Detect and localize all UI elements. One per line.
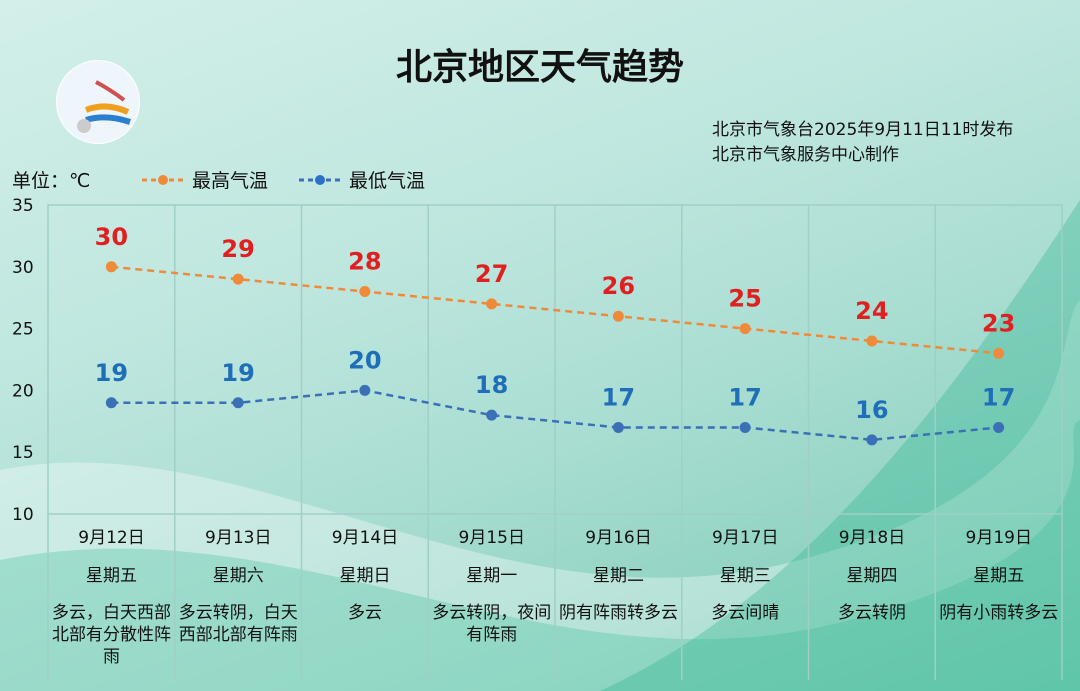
- data-point: [612, 421, 624, 433]
- data-point: [486, 298, 498, 310]
- weather-label: 阴有小雨转多云: [939, 603, 1059, 623]
- data-label: 28: [348, 248, 381, 276]
- legend-item-low: 最低气温: [297, 166, 425, 193]
- page-title: 北京地区天气趋势: [395, 47, 684, 88]
- weekday-label: 星期五: [973, 566, 1025, 586]
- data-point: [105, 397, 117, 409]
- data-point: [612, 310, 624, 322]
- y-tick-label: 10: [12, 505, 34, 525]
- source-line: 北京市气象服务中心制作: [712, 145, 899, 165]
- source-info: 北京市气象台2025年9月11日11时发布 北京市气象服务中心制作: [712, 118, 1013, 168]
- data-point: [232, 397, 244, 409]
- data-label: 30: [95, 223, 128, 251]
- date-label: 9月14日: [331, 528, 399, 548]
- date-label: 9月15日: [458, 528, 525, 548]
- date-label: 9月19日: [965, 528, 1032, 548]
- date-label: 9月16日: [585, 528, 652, 548]
- date-label: 9月13日: [205, 528, 272, 548]
- data-label: 17: [602, 383, 635, 411]
- weekday-label: 星期六: [212, 566, 264, 586]
- series-line-high: [111, 265, 999, 355]
- data-label: 26: [602, 272, 635, 300]
- weather-label: 多云间晴: [711, 603, 780, 623]
- data-label: 18: [475, 371, 508, 399]
- legend-label: 最高气温: [192, 170, 269, 192]
- data-label: 19: [221, 359, 254, 387]
- data-label: 20: [348, 346, 381, 374]
- data-point: [993, 421, 1005, 433]
- date-label: 9月18日: [838, 528, 906, 548]
- weekday-label: 星期二: [593, 566, 644, 586]
- weather-label: 阴有阵雨转多云: [559, 603, 678, 623]
- data-label: 27: [475, 260, 508, 288]
- y-tick-label: 20: [12, 381, 34, 401]
- data-label: 25: [728, 285, 761, 313]
- weekday-label: 星期五: [86, 566, 137, 586]
- data-point: [739, 421, 751, 433]
- legend-label: 最低气温: [349, 170, 426, 192]
- data-label: 16: [855, 396, 888, 424]
- weekday-label: 星期三: [719, 566, 771, 586]
- data-point: [739, 323, 751, 335]
- weather-label: 多云转阴，夜间有阵雨: [432, 603, 552, 645]
- weather-label: 多云转阴: [838, 603, 906, 623]
- y-tick-label: 25: [12, 320, 34, 340]
- source-line: 北京市气象台2025年9月11日11时发布: [712, 120, 1014, 140]
- weather-label: 多云: [348, 603, 382, 623]
- weekday-label: 星期一: [466, 566, 518, 586]
- y-tick-label: 35: [12, 196, 34, 216]
- data-point: [359, 384, 371, 396]
- legend-item-high: 最高气温: [140, 166, 268, 193]
- data-label: 17: [982, 383, 1015, 411]
- legend-swatch-low: [299, 174, 341, 185]
- y-tick-label: 30: [12, 258, 34, 278]
- data-point: [105, 261, 117, 273]
- data-label: 17: [728, 383, 761, 411]
- meteorological-service-logo: [56, 60, 140, 144]
- data-point: [866, 335, 878, 347]
- weekday-label: 星期日: [339, 566, 391, 586]
- y-tick-label: 15: [12, 443, 34, 463]
- weather-label: 多云转阴，白天西部北部有阵雨: [178, 603, 298, 645]
- data-label: 24: [855, 297, 888, 325]
- weekday-label: 星期四: [846, 566, 898, 586]
- data-point: [486, 409, 498, 421]
- data-label: 23: [982, 309, 1015, 337]
- data-point: [232, 273, 244, 285]
- unit-label: 单位：℃: [12, 170, 91, 192]
- data-label: 29: [221, 235, 254, 263]
- data-point: [359, 286, 371, 298]
- data-label: 19: [95, 359, 128, 387]
- date-label: 9月12日: [78, 528, 145, 548]
- legend-swatch-high: [142, 174, 184, 185]
- data-point: [866, 434, 878, 446]
- data-point: [993, 347, 1005, 359]
- date-label: 9月17日: [712, 528, 779, 548]
- weather-label: 多云，白天西部北部有分散性阵雨: [52, 603, 171, 667]
- series-line-low: [111, 389, 999, 442]
